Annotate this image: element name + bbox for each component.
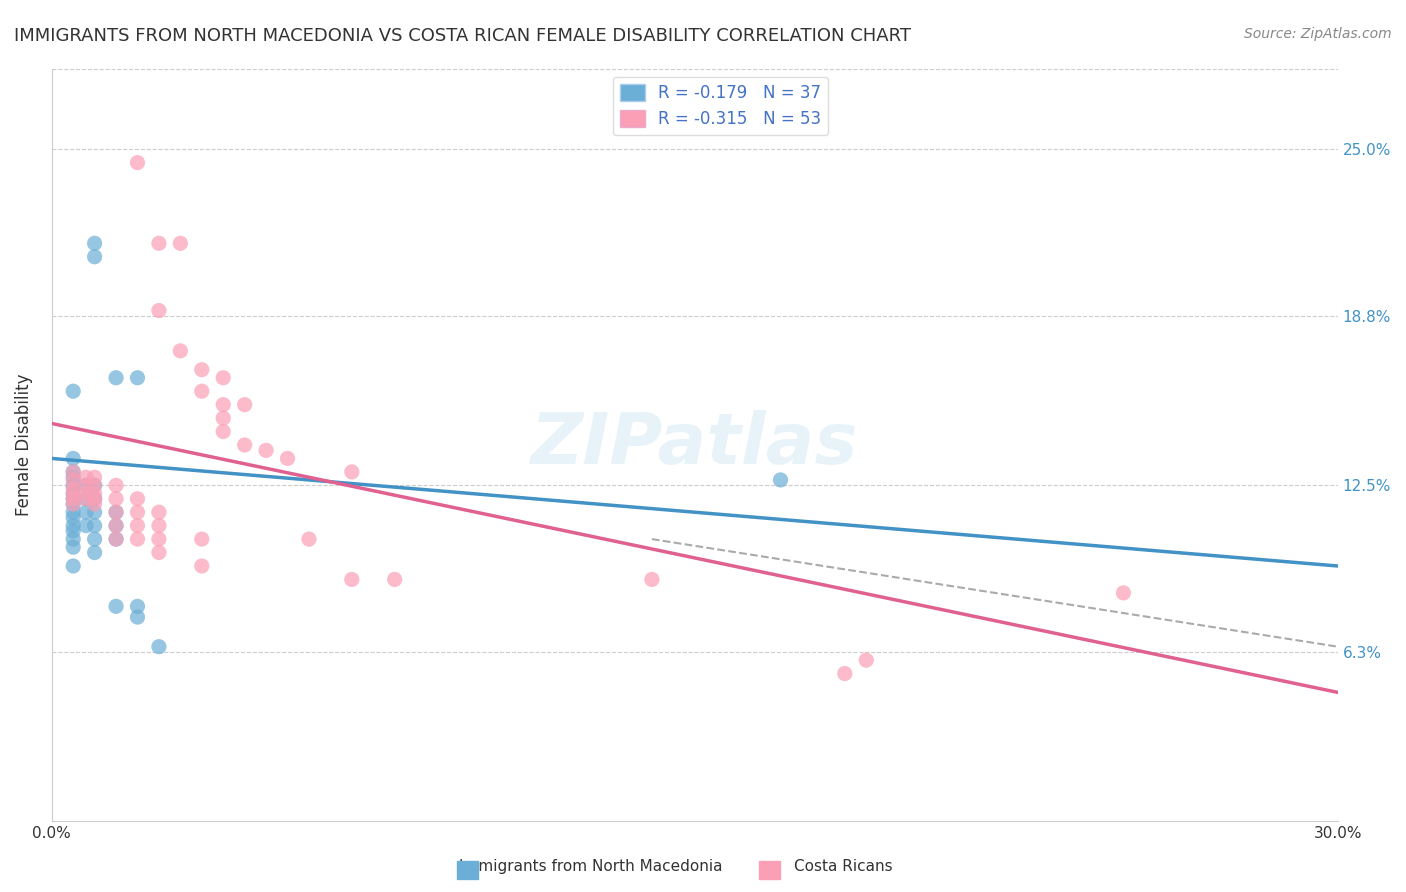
Point [75, 518, 97, 533]
Point [75, 470, 97, 484]
Point [148, 545, 170, 559]
Point [62, 497, 84, 511]
Point [127, 505, 149, 519]
Point [62, 559, 84, 574]
Point [62, 470, 84, 484]
Point [75, 491, 97, 506]
Point [148, 518, 170, 533]
Point [769, 473, 792, 487]
Point [83, 545, 105, 559]
Point [83, 532, 105, 546]
Point [75, 478, 97, 492]
Point [75, 478, 97, 492]
Point [340, 573, 363, 587]
Point [62, 540, 84, 554]
Point [233, 398, 256, 412]
Point [105, 371, 128, 385]
Point [127, 155, 149, 169]
Text: IMMIGRANTS FROM NORTH MACEDONIA VS COSTA RICAN FEMALE DISABILITY CORRELATION CHA: IMMIGRANTS FROM NORTH MACEDONIA VS COSTA… [14, 27, 911, 45]
Point [169, 343, 191, 358]
Point [83, 505, 105, 519]
Legend: R = -0.179   N = 37, R = -0.315   N = 53: R = -0.179 N = 37, R = -0.315 N = 53 [613, 77, 828, 135]
Point [83, 491, 105, 506]
Point [83, 497, 105, 511]
Point [83, 250, 105, 264]
Point [1112, 586, 1135, 600]
Point [62, 451, 84, 466]
Text: Immigrants from North Macedonia: Immigrants from North Macedonia [458, 859, 723, 874]
Point [105, 505, 128, 519]
Point [834, 666, 856, 681]
Point [83, 470, 105, 484]
Point [105, 505, 128, 519]
Point [62, 486, 84, 500]
Point [855, 653, 877, 667]
Point [83, 478, 105, 492]
Point [62, 465, 84, 479]
Point [83, 478, 105, 492]
Text: Source: ZipAtlas.com: Source: ZipAtlas.com [1244, 27, 1392, 41]
Point [191, 532, 214, 546]
Point [75, 486, 97, 500]
Point [62, 505, 84, 519]
Point [62, 478, 84, 492]
Point [62, 518, 84, 533]
Point [75, 491, 97, 506]
Point [148, 532, 170, 546]
Point [148, 303, 170, 318]
Point [62, 384, 84, 399]
Point [212, 411, 235, 425]
Point [105, 599, 128, 614]
Point [384, 573, 406, 587]
Point [127, 610, 149, 624]
Point [62, 491, 84, 506]
Point [148, 236, 170, 251]
Text: Costa Ricans: Costa Ricans [794, 859, 893, 874]
Point [127, 491, 149, 506]
Point [127, 371, 149, 385]
Point [83, 518, 105, 533]
Point [83, 486, 105, 500]
Text: ZIPatlas: ZIPatlas [531, 410, 859, 480]
Point [62, 524, 84, 538]
Point [105, 532, 128, 546]
Point [105, 478, 128, 492]
Point [127, 599, 149, 614]
Point [83, 491, 105, 506]
Point [254, 443, 277, 458]
Point [105, 532, 128, 546]
Point [83, 236, 105, 251]
Point [62, 491, 84, 506]
Point [148, 505, 170, 519]
Point [298, 532, 321, 546]
Point [62, 486, 84, 500]
Point [212, 371, 235, 385]
Point [105, 491, 128, 506]
Point [641, 573, 664, 587]
Point [169, 236, 191, 251]
Point [233, 438, 256, 452]
Point [127, 518, 149, 533]
Point [191, 384, 214, 399]
Point [191, 559, 214, 574]
Point [105, 518, 128, 533]
Point [127, 532, 149, 546]
Point [75, 505, 97, 519]
Point [148, 640, 170, 654]
Point [62, 481, 84, 495]
Point [212, 398, 235, 412]
Point [191, 362, 214, 376]
Point [62, 510, 84, 524]
Point [105, 518, 128, 533]
Point [62, 473, 84, 487]
Point [212, 425, 235, 439]
Y-axis label: Female Disability: Female Disability [15, 374, 32, 516]
Point [340, 465, 363, 479]
Point [276, 451, 298, 466]
Point [62, 532, 84, 546]
Point [62, 465, 84, 479]
Point [62, 497, 84, 511]
